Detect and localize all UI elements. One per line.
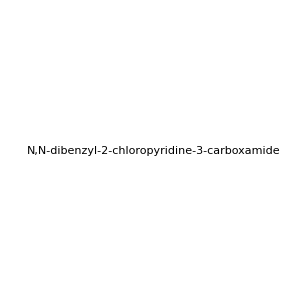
Text: N,N-dibenzyl-2-chloropyridine-3-carboxamide: N,N-dibenzyl-2-chloropyridine-3-carboxam…: [27, 146, 280, 157]
